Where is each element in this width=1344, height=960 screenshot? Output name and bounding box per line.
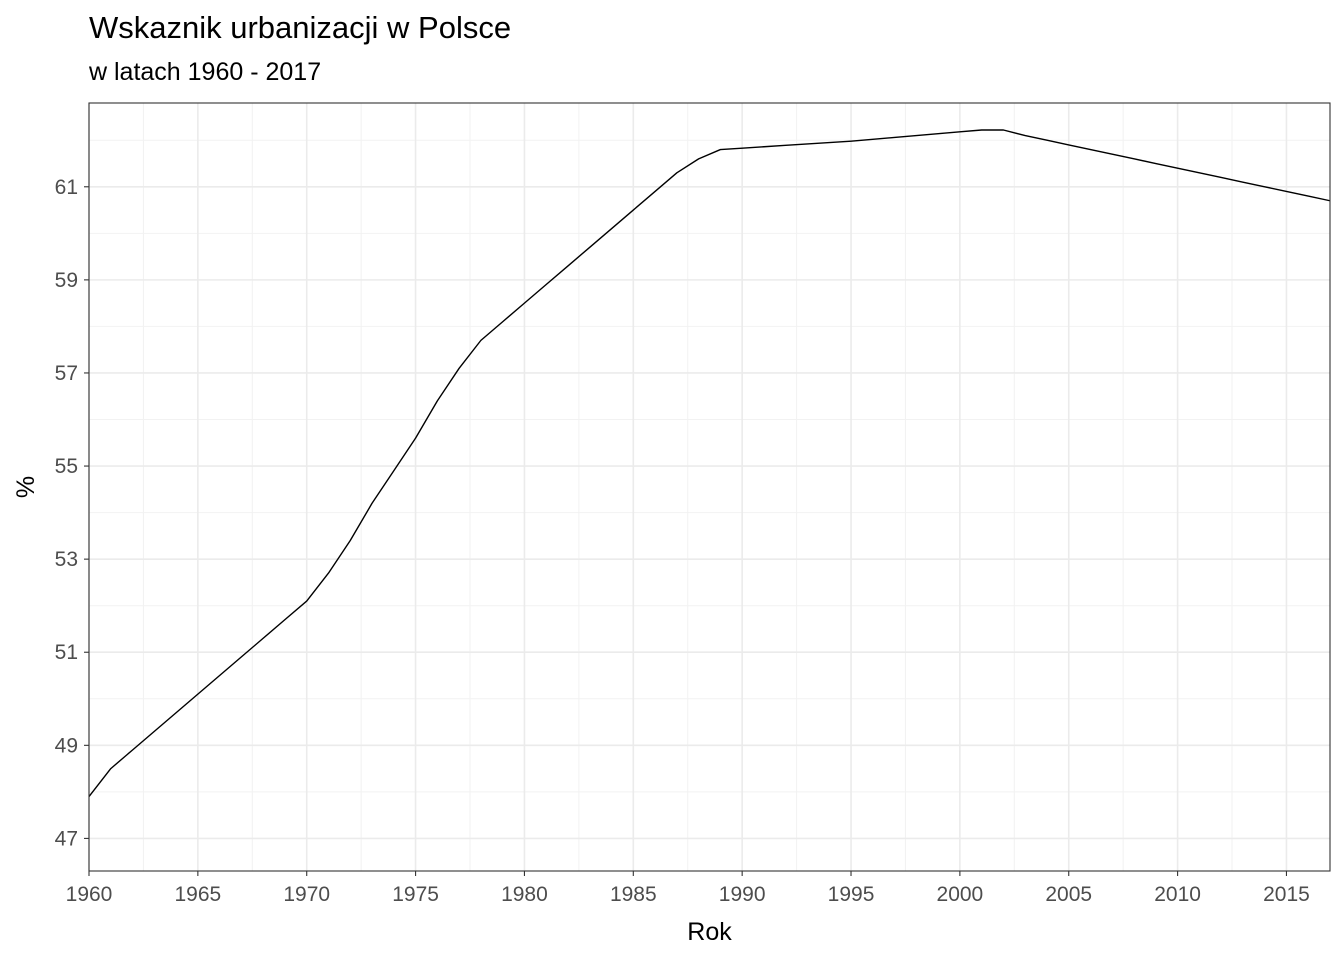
x-tick-label: 1960 bbox=[66, 883, 113, 906]
y-tick-label: 59 bbox=[55, 269, 78, 292]
y-axis-title: % bbox=[12, 476, 40, 498]
y-tick-label: 57 bbox=[55, 362, 78, 385]
axis-layer: 1960 1965 1970 1975 1980 1985 1990 1995 2000 2005… bbox=[55, 176, 1310, 906]
y-tick-label: 61 bbox=[55, 176, 78, 199]
x-tick-label: 1995 bbox=[828, 883, 875, 906]
x-tick-label: 2010 bbox=[1154, 883, 1201, 906]
x-tick-label: 1970 bbox=[283, 883, 330, 906]
x-tick-label: 1990 bbox=[719, 883, 766, 906]
x-tick-label: 1975 bbox=[392, 883, 439, 906]
x-tick-label: 2005 bbox=[1045, 883, 1092, 906]
plot-border bbox=[88, 102, 1331, 872]
x-tick-label: 2015 bbox=[1263, 883, 1310, 906]
plot-panel bbox=[89, 103, 1330, 871]
series-layer bbox=[88, 129, 1331, 797]
y-tick-label: 53 bbox=[55, 548, 78, 571]
y-tick-label: 49 bbox=[55, 734, 78, 757]
y-tick-label: 55 bbox=[55, 455, 78, 478]
x-tick-label: 1980 bbox=[501, 883, 548, 906]
series-line bbox=[88, 129, 1331, 797]
x-tick-label: 1965 bbox=[175, 883, 222, 906]
chart-subtitle: w latach 1960 - 2017 bbox=[89, 58, 322, 86]
chart-title: Wskaznik urbanizacji w Polsce bbox=[89, 10, 512, 45]
x-axis-title: Rok bbox=[687, 918, 732, 946]
x-tick-label: 1985 bbox=[610, 883, 657, 906]
y-tick-label: 47 bbox=[55, 827, 78, 850]
x-tick-label: 2000 bbox=[937, 883, 984, 906]
grid-layer bbox=[88, 103, 1330, 871]
y-tick-label: 51 bbox=[55, 641, 78, 664]
